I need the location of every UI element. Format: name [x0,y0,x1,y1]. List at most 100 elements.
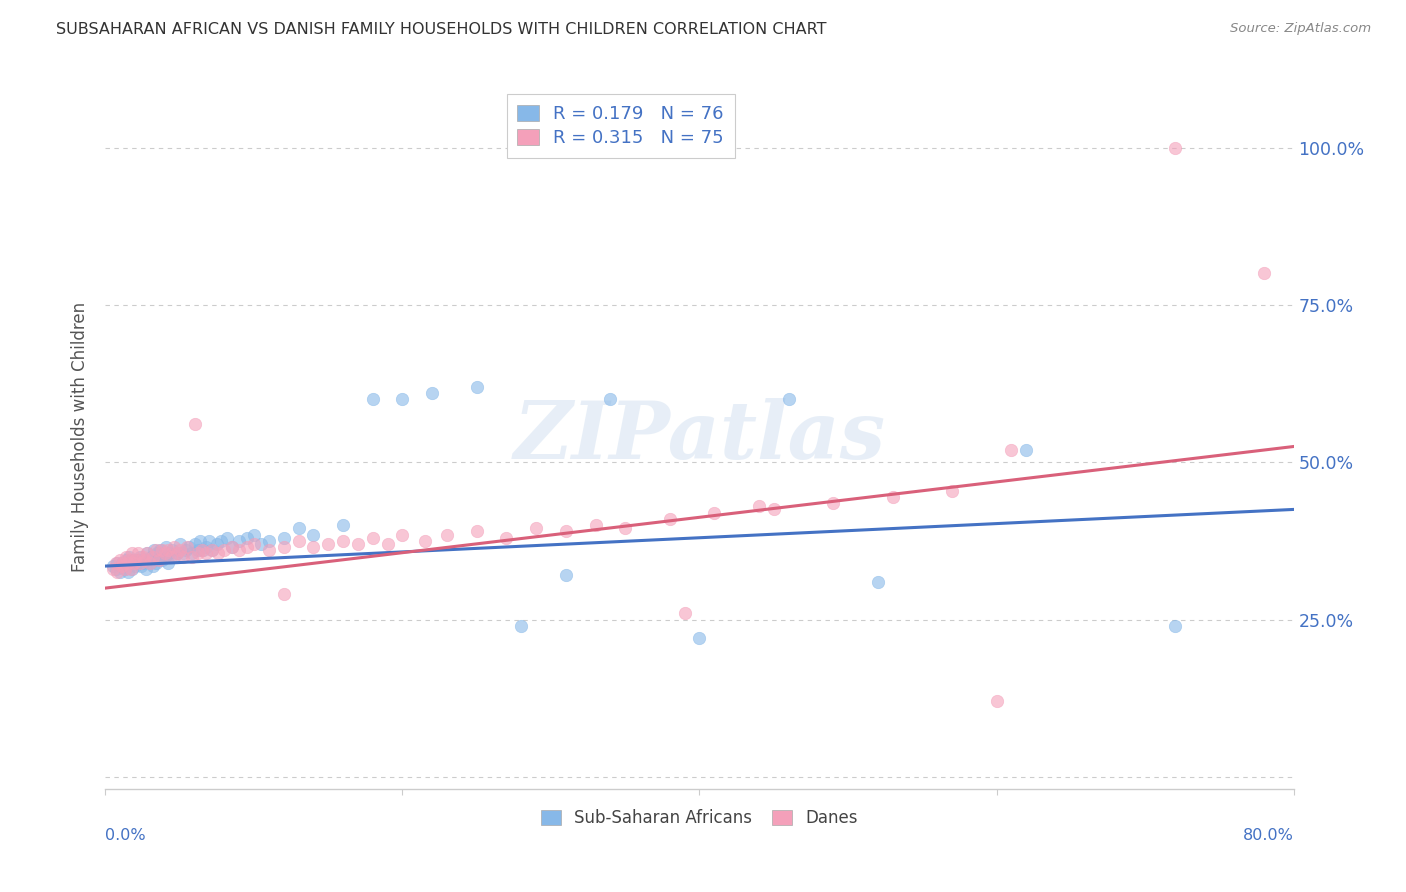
Point [150,553,173,567]
Point [217,531,239,545]
Point [941,483,963,498]
Point [703,506,725,520]
Point [228,543,250,558]
Point [186,546,208,560]
Point [105,566,128,580]
Point [155,540,177,554]
Point [316,537,339,551]
Point [156,543,179,558]
Point [250,537,273,551]
Point [347,537,370,551]
Point [135,562,157,576]
Point [420,386,443,401]
Point [554,568,576,582]
Point [139,556,162,570]
Point [465,380,488,394]
Point [361,531,384,545]
Text: 80.0%: 80.0% [1243,828,1294,843]
Point [105,556,128,570]
Point [524,521,547,535]
Point [128,556,150,570]
Point [121,562,143,576]
Point [148,553,170,567]
Point [585,518,607,533]
Point [214,543,236,558]
Point [302,540,325,554]
Point [748,500,770,514]
Point [1164,141,1187,155]
Point [1253,267,1275,281]
Point [1015,442,1038,457]
Point [180,549,202,564]
Point [122,553,145,567]
Point [287,533,309,548]
Point [1164,619,1187,633]
Point [201,543,224,558]
Point [762,502,785,516]
Point [658,512,681,526]
Point [136,546,159,560]
Point [673,607,696,621]
Point [128,549,150,564]
Point [177,540,200,554]
Point [391,527,413,541]
Point [115,553,138,567]
Point [377,537,399,551]
Point [118,549,141,564]
Point [120,562,142,576]
Point [302,527,325,541]
Point [257,533,280,548]
Point [195,546,218,560]
Point [180,546,202,560]
Point [190,533,212,548]
Point [436,527,458,541]
Point [120,556,142,570]
Point [176,540,198,554]
Point [273,587,295,601]
Point [124,559,146,574]
Point [101,562,124,576]
Point [614,521,637,535]
Point [186,543,208,558]
Point [104,556,127,570]
Point [111,556,134,570]
Point [131,556,153,570]
Point [146,546,169,560]
Point [495,531,517,545]
Point [169,543,191,558]
Point [183,417,205,432]
Point [689,632,711,646]
Point [172,546,194,560]
Point [149,543,172,558]
Point [112,556,135,570]
Point [117,566,139,580]
Point [111,559,134,574]
Point [122,556,145,570]
Point [114,562,136,576]
Point [243,527,266,541]
Point [209,533,232,548]
Point [599,392,621,407]
Point [191,543,214,558]
Y-axis label: Family Households with Children: Family Households with Children [72,302,90,572]
Point [117,556,139,570]
Point [162,543,184,558]
Point [221,540,243,554]
Point [110,553,132,567]
Point [129,559,152,574]
Point [145,543,167,558]
Point [121,546,143,560]
Point [391,392,413,407]
Point [273,531,295,545]
Point [287,521,309,535]
Point [127,553,149,567]
Point [163,549,186,564]
Point [195,540,218,554]
Point [153,549,176,564]
Point [136,546,159,560]
Point [117,556,139,570]
Point [142,549,165,564]
Point [112,559,135,574]
Point [172,549,194,564]
Point [823,496,845,510]
